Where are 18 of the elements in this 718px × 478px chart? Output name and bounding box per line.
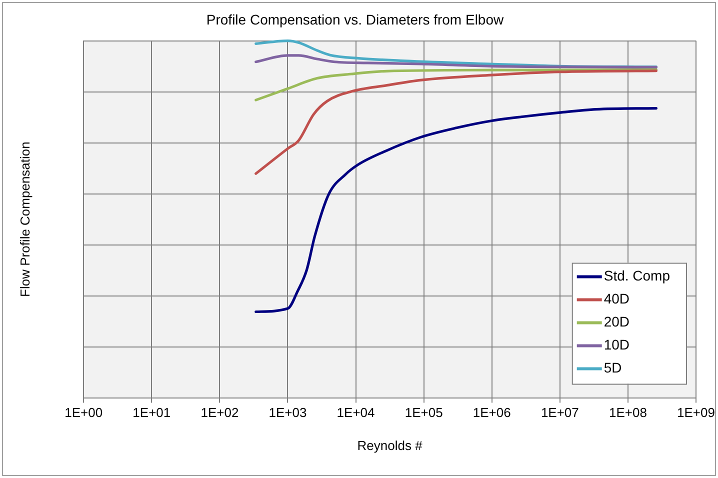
x-tick-label: 1E+02 [200, 405, 239, 420]
legend-label: 10D [604, 336, 630, 353]
x-tick-label: 1E+09 [677, 405, 715, 420]
x-tick-label: 1E+01 [132, 405, 171, 420]
chart-title: Profile Compensation vs. Diameters from Elbow [206, 11, 504, 28]
legend-label: Std. Comp [604, 268, 670, 284]
legend-label: 40D [604, 290, 630, 307]
y-axis-title: Flow Profile Compensation [17, 142, 32, 297]
x-tick-label: 1E+03 [268, 405, 307, 420]
x-tick-label: 1E+07 [540, 405, 579, 420]
x-axis-title: Reynolds # [357, 438, 424, 453]
x-tick-label: 1E+06 [472, 405, 511, 420]
legend-label: 5D [604, 360, 622, 376]
legend-label: 20D [604, 314, 630, 330]
x-tick-label: 1E+04 [336, 405, 375, 420]
x-tick-label: 1E+00 [64, 405, 103, 420]
x-tick-label: 1E+08 [608, 405, 647, 420]
x-tick-label: 1E+05 [404, 405, 443, 420]
